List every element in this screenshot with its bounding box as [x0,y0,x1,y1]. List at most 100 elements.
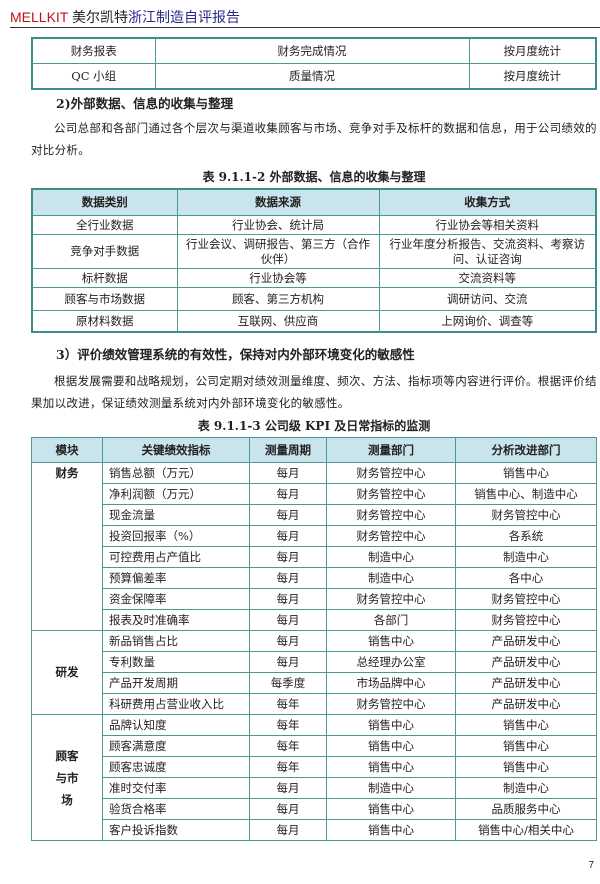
module-cell: 财务 [31,462,103,631]
table-cell: 科研费用占营业收入比 [102,693,250,715]
table-cell: 预算偏差率 [102,567,250,589]
table-cell: 每月 [249,525,327,547]
table-cell: 财务管控中心 [326,504,456,526]
table-cell: 财务管控中心 [326,588,456,610]
column-header: 收集方式 [378,188,597,216]
column-header: 关键绩效指标 [102,437,250,463]
table-cell: 标杆数据 [31,268,178,288]
column-header: 数据来源 [176,188,380,216]
table-cell: 产品研发中心 [455,693,597,715]
table-cell: 报表及时准确率 [102,609,250,631]
table-cell: 财务管控中心 [326,693,456,715]
table-cell: 资金保障率 [102,588,250,610]
table-cell: 销售中心 [326,714,456,736]
module-cell: 研发 [31,630,103,715]
table-cell: 全行业数据 [31,215,178,235]
table-row: 顾客忠诚度 每年 销售中心 销售中心 [32,756,597,778]
table-cell: 每月 [249,630,327,652]
table-row: 客户投诉指数 每月 销售中心 销售中心/相关中心 [32,819,597,841]
table-cell: 行业年度分析报告、交流资料、考察访问、认证咨询 [378,234,597,269]
table-row: 顾客与市场 品牌认知度 每年 销售中心 销售中心 [31,714,597,841]
header-title-b: 浙江制造自评报告 [128,9,240,25]
column-header: 测量周期 [249,437,327,463]
table-cell: 客户投诉指数 [102,819,250,841]
table-cell: 制造中心 [455,546,597,568]
table-cell: 财务管控中心 [455,609,597,631]
table-row: 净利润额（万元） 每月 财务管控中心 销售中心、制造中心 [32,483,597,505]
table-row: 财务报表 财务完成情况 按月度统计 [31,37,597,64]
table-cell: 销售中心 [326,756,456,778]
table-cell: 财务管控中心 [455,588,597,610]
table-cell: 财务报表 [31,37,156,64]
table-cell: 销售中心 [455,462,597,484]
table-cell: 产品研发中心 [455,630,597,652]
table-row: 预算偏差率 每月 制造中心 各中心 [32,567,597,589]
table-row: 现金流量 每月 财务管控中心 财务管控中心 [32,504,597,526]
table-cell: 每月 [249,651,327,673]
table-row: 原材料数据 互联网、供应商 上网询价、调查等 [31,310,597,333]
table-cell: 销售中心 [455,735,597,757]
table-cell: 产品研发中心 [455,651,597,673]
table-cell: 每年 [249,735,327,757]
table-cell: 现金流量 [102,504,250,526]
table-cell: 每月 [249,462,327,484]
table-row: 专利数量 每月 总经理办公室 产品研发中心 [32,651,597,673]
table-row: QC 小组 质量情况 按月度统计 [31,63,597,90]
table-row: 财务 销售总额（万元） 每月 财务管控中心 销售中心 [31,462,597,631]
table-row: 标杆数据 行业协会等 交流资料等 [31,268,597,288]
table-cell: 调研访问、交流 [378,287,597,311]
table-row: 投资回报率（%） 每月 财务管控中心 各系统 [32,525,597,547]
table-cell: 每月 [249,609,327,631]
table-cell: 销售中心 [326,819,456,841]
table-cell: 原材料数据 [31,310,178,333]
table-cell: 每年 [249,756,327,778]
table-cell: 可控费用占产值比 [102,546,250,568]
table-cell: 每月 [249,504,327,526]
table-cell: 每月 [249,819,327,841]
column-header: 分析改进部门 [455,437,597,463]
table-cell: 上网询价、调查等 [378,310,597,333]
table-row: 资金保障率 每月 财务管控中心 财务管控中心 [32,588,597,610]
table-cell: QC 小组 [31,63,156,90]
section-heading: 2)外部数据、信息的收集与整理 [56,96,234,111]
table-row: 顾客满意度 每年 销售中心 销售中心 [32,735,597,757]
table-row: 研发 新品销售占比 每月 销售中心 产品研发中心 [31,630,597,715]
table-cell: 专利数量 [102,651,250,673]
header-title-a: 美尔凯特 [72,9,128,25]
table-cell: 市场品牌中心 [326,672,456,694]
column-header: 模块 [31,437,103,463]
table-caption: 表 9.1.1-3 公司级 KPI 及日常指标的监测 [197,419,431,433]
module-cell: 顾客与市场 [31,714,103,841]
table-row: 竞争对手数据 行业会议、调研报告、第三方（合作伙伴） 行业年度分析报告、交流资料、考… [31,234,597,269]
table-cell: 销售中心/相关中心 [455,819,597,841]
table-cell: 产品开发周期 [102,672,250,694]
table-caption: 表 9.1.1-2 外部数据、信息的收集与整理 [202,170,426,184]
table-cell: 行业会议、调研报告、第三方（合作伙伴） [176,234,380,269]
table-row: 科研费用占营业收入比 每年 财务管控中心 产品研发中心 [32,693,597,715]
table-cell: 财务管控中心 [455,504,597,526]
table-cell: 销售中心 [455,714,597,736]
table-cell: 准时交付率 [102,777,250,799]
table-cell: 各系统 [455,525,597,547]
table-cell: 销售中心 [326,798,456,820]
table-cell: 每年 [249,714,327,736]
table-row: 全行业数据 行业协会、统计局 行业协会等相关资料 [31,215,597,235]
table-cell: 各部门 [326,609,456,631]
table-cell: 行业协会、统计局 [176,215,380,235]
table-cell: 每月 [249,567,327,589]
table-cell: 顾客满意度 [102,735,250,757]
table-cell: 总经理办公室 [326,651,456,673]
paragraph: 公司总部和各部门通过各个层次与渠道收集顾客与市场、竞争对手及标杆的数据和信息，用… [31,121,597,157]
table-cell: 品牌认知度 [102,714,250,736]
table-cell: 制造中心 [455,777,597,799]
table-cell: 每月 [249,798,327,820]
table-cell: 新品销售占比 [102,630,250,652]
table-cell: 财务完成情况 [154,37,470,64]
table-cell: 验货合格率 [102,798,250,820]
table-cell: 每季度 [249,672,327,694]
table-continued: 财务报表 财务完成情况 按月度统计 QC 小组 质量情况 按月度统计 [31,37,597,90]
external-data-table: 数据类别 数据来源 收集方式 全行业数据 行业协会、统计局 行业协会等相关资料 竞争对手数据… [31,188,597,333]
table-cell: 每年 [249,693,327,715]
table-row: 顾客与市场数据 顾客、第三方机构 调研访问、交流 [31,287,597,311]
